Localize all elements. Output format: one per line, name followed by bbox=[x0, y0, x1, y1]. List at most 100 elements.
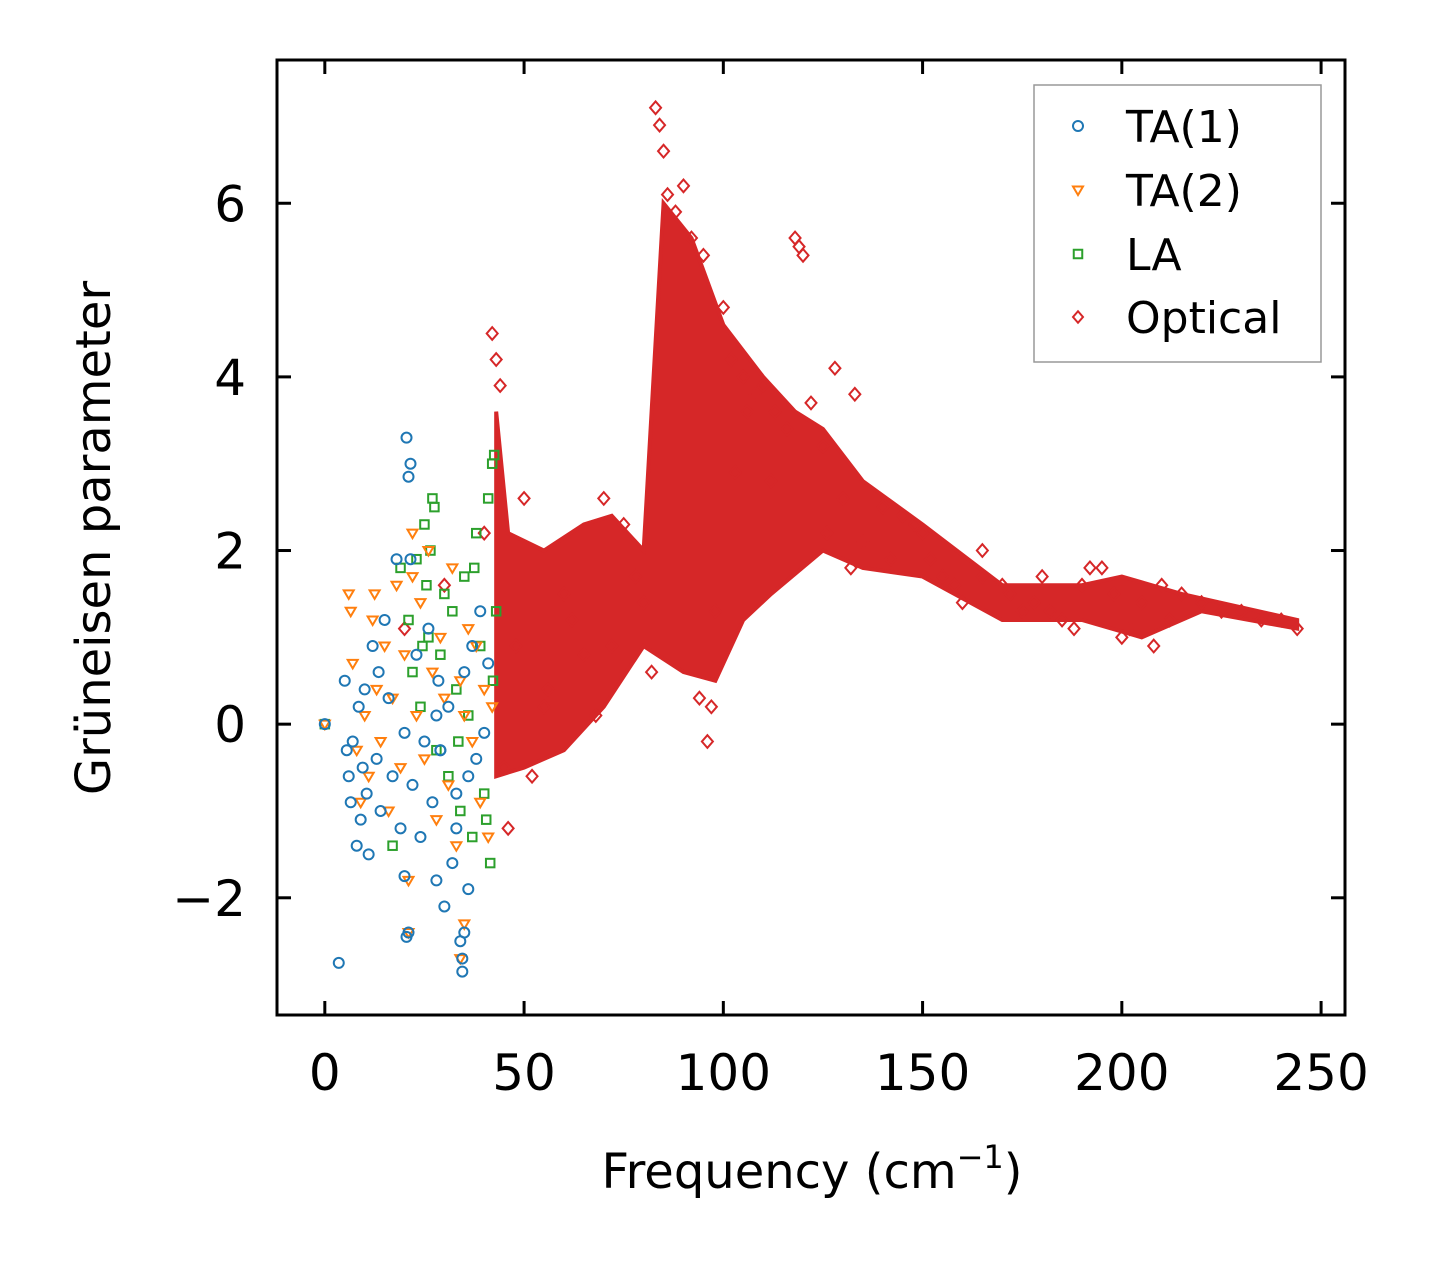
circle-point bbox=[400, 431, 413, 444]
circle-point bbox=[430, 874, 443, 887]
diamond-point bbox=[1075, 577, 1089, 594]
diamond-point bbox=[935, 568, 950, 585]
square-point bbox=[490, 606, 502, 617]
triangle-point bbox=[361, 771, 376, 784]
triangle-point bbox=[481, 832, 495, 844]
circle-point bbox=[340, 744, 353, 757]
y-tick-label: 4 bbox=[214, 349, 246, 407]
circle-point bbox=[422, 622, 435, 635]
triangle-point bbox=[357, 710, 372, 723]
circle-point bbox=[456, 952, 469, 965]
diamond-point bbox=[764, 473, 778, 489]
square-point bbox=[471, 527, 482, 539]
circle-point bbox=[390, 553, 403, 566]
triangle-point bbox=[485, 702, 499, 714]
square-point bbox=[467, 831, 478, 843]
circle-point bbox=[426, 796, 439, 809]
diamond-point bbox=[895, 507, 910, 524]
square-point bbox=[429, 501, 440, 513]
diamond-point bbox=[820, 525, 834, 542]
diamond-point bbox=[792, 238, 806, 255]
circle-point bbox=[394, 822, 407, 835]
circle-point bbox=[382, 692, 395, 705]
diamond-point bbox=[1174, 586, 1189, 602]
triangle-point bbox=[343, 606, 358, 619]
diamond-point bbox=[596, 490, 611, 507]
triangle-point bbox=[457, 919, 472, 931]
triangle-point bbox=[445, 563, 460, 575]
square-point bbox=[447, 606, 458, 617]
circle-point bbox=[362, 848, 375, 861]
diamond-point bbox=[696, 247, 711, 264]
y-tick-label: 6 bbox=[214, 175, 246, 233]
triangle-point bbox=[397, 650, 412, 662]
circle-point bbox=[414, 831, 427, 844]
square-point bbox=[482, 493, 494, 504]
diamond-point bbox=[588, 707, 603, 724]
diamond-point bbox=[652, 117, 667, 133]
circle-point bbox=[434, 744, 447, 757]
square-point bbox=[439, 588, 450, 600]
circle-point bbox=[462, 883, 475, 896]
data-points bbox=[318, 99, 1305, 978]
diamond-point bbox=[756, 377, 771, 394]
circle-point bbox=[372, 666, 385, 679]
circle-point bbox=[432, 674, 445, 687]
circle-point bbox=[402, 470, 415, 483]
circle-point bbox=[350, 839, 363, 852]
diamond-point bbox=[1035, 568, 1049, 585]
square-point bbox=[459, 571, 470, 582]
circle-point bbox=[410, 648, 423, 661]
diamond-point bbox=[1115, 629, 1129, 646]
square-point bbox=[421, 580, 432, 591]
square-point bbox=[417, 640, 428, 652]
triangle-point bbox=[413, 598, 428, 610]
triangle-point bbox=[425, 667, 440, 680]
diamond-point bbox=[541, 681, 555, 698]
square-point bbox=[484, 857, 496, 869]
square-point bbox=[419, 519, 430, 530]
legend-marker-triangle bbox=[1071, 185, 1085, 197]
series-ta2 bbox=[318, 528, 499, 966]
triangle-point bbox=[477, 684, 491, 697]
diamond-point bbox=[1043, 603, 1057, 620]
square-point bbox=[407, 666, 418, 678]
diamond-point bbox=[748, 386, 763, 403]
square-point bbox=[469, 562, 480, 574]
triangle-point bbox=[373, 737, 388, 749]
diamond-point bbox=[975, 542, 990, 559]
triangle-point bbox=[389, 580, 404, 593]
diamond-point bbox=[1122, 620, 1137, 637]
triangle-point bbox=[405, 572, 420, 584]
circle-point bbox=[332, 956, 345, 969]
diamond-point bbox=[704, 698, 719, 715]
square-point bbox=[488, 449, 500, 461]
series-ta1 bbox=[318, 431, 495, 978]
triangle-point bbox=[441, 780, 456, 792]
y-tick-label: 0 bbox=[214, 696, 246, 754]
legend-label-ta2: TA(2) bbox=[1125, 166, 1242, 217]
square-point bbox=[443, 771, 454, 782]
circle-point bbox=[442, 700, 455, 713]
circle-point bbox=[404, 553, 417, 566]
triangle-point bbox=[449, 841, 464, 853]
triangle-point bbox=[437, 693, 452, 706]
triangle-point bbox=[473, 797, 487, 810]
circle-point bbox=[386, 770, 399, 783]
diamond-point bbox=[955, 594, 970, 611]
diamond-point bbox=[975, 568, 990, 585]
square-point bbox=[480, 814, 492, 825]
diamond-point bbox=[676, 178, 691, 194]
diamond-point bbox=[497, 759, 511, 776]
diamond-point bbox=[1290, 620, 1305, 637]
diamond-point bbox=[1274, 612, 1289, 628]
x-axis-title: Frequency (cm−1) bbox=[601, 1138, 1022, 1200]
circle-point bbox=[474, 605, 487, 618]
square-point bbox=[403, 614, 414, 626]
square-point bbox=[451, 684, 462, 695]
diamond-point bbox=[804, 395, 818, 411]
circle-point bbox=[356, 761, 369, 774]
circle-point bbox=[346, 735, 359, 748]
triangle-point bbox=[353, 797, 368, 810]
